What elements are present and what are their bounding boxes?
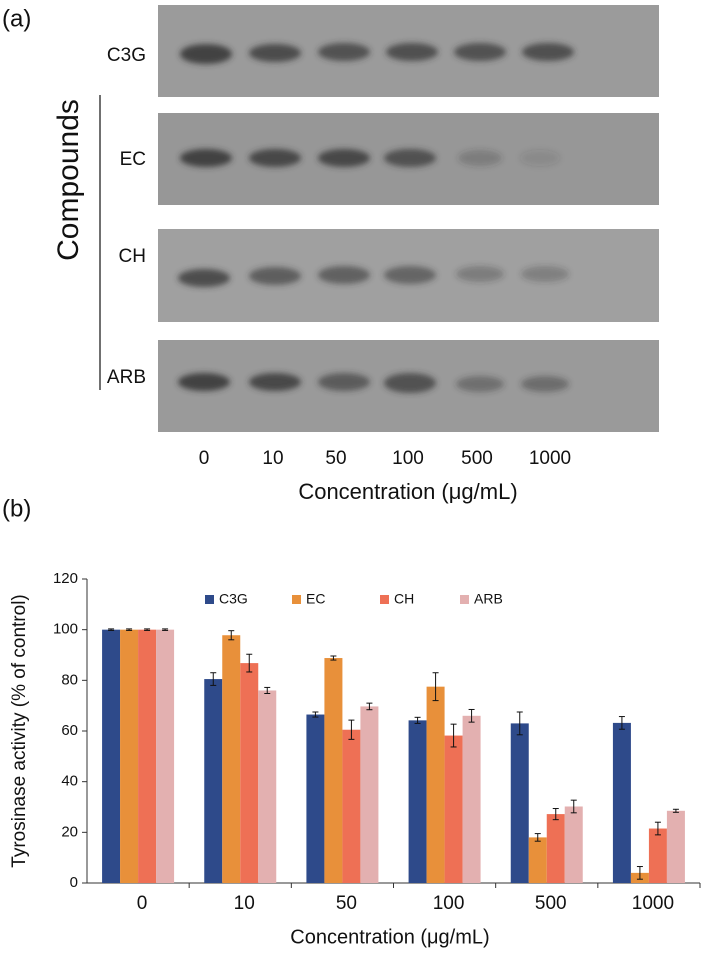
- bar: [258, 690, 277, 883]
- error-bar: [312, 711, 319, 718]
- legend-swatch: [460, 595, 469, 604]
- bar: [204, 679, 223, 883]
- y-tick-label: 20: [61, 823, 78, 840]
- error-bar: [348, 719, 355, 740]
- y-tick-label: 40: [61, 773, 78, 790]
- legend-label: CH: [394, 591, 414, 607]
- error-bar: [552, 808, 559, 821]
- gel-row-label: ARB: [107, 367, 146, 388]
- error-bar: [432, 672, 439, 702]
- y-axis-title: Tyrosinase activity (% of control): [9, 594, 30, 867]
- panel-label: (b): [2, 495, 31, 522]
- x-tick-label: 0: [137, 893, 148, 914]
- x-axis-title: Concentration (μg/mL): [290, 926, 489, 948]
- error-bar: [570, 799, 577, 814]
- x-tick-label: 500: [535, 893, 567, 914]
- error-bar: [450, 723, 457, 748]
- bar: [240, 663, 259, 883]
- gel-lane-label: 10: [262, 448, 283, 469]
- gel-panel: (a) Compounds Concentration (μg/mL) C3G E…: [2, 5, 659, 504]
- bar: [342, 729, 361, 883]
- gel-x-label: Concentration (μg/mL): [298, 479, 517, 504]
- gel-row-label: CH: [119, 246, 146, 267]
- error-bar: [126, 628, 133, 631]
- error-bar: [246, 653, 253, 673]
- x-tick-label: 100: [433, 893, 465, 914]
- gel-bands: [178, 43, 574, 393]
- error-bar: [108, 628, 115, 631]
- legend-swatch: [380, 595, 389, 604]
- gel-lane-label: 500: [461, 448, 493, 469]
- gel-lane-label: 50: [325, 448, 346, 469]
- gel-row-label: C3G: [107, 45, 146, 66]
- x-tick-label: 10: [234, 893, 255, 914]
- error-bar: [228, 630, 235, 641]
- bar: [612, 722, 631, 883]
- error-bar: [534, 833, 541, 842]
- legend-label: C3G: [219, 591, 248, 607]
- gel-lane-label: 1000: [529, 448, 571, 469]
- error-bar: [330, 655, 337, 661]
- bar: [462, 715, 481, 883]
- error-bar: [144, 628, 151, 631]
- bar: [426, 686, 445, 883]
- bar: [408, 720, 427, 883]
- error-bar: [468, 708, 475, 723]
- legend-swatch: [205, 595, 214, 604]
- panel-label: (a): [2, 5, 31, 32]
- y-tick-label: 80: [61, 671, 78, 688]
- bar: [564, 806, 583, 883]
- bar: [138, 629, 157, 883]
- bar: [306, 714, 325, 883]
- bar: [222, 635, 241, 883]
- error-bar: [210, 672, 217, 686]
- bar: [510, 723, 529, 883]
- error-bar: [162, 628, 169, 631]
- bar: [324, 658, 343, 883]
- y-tick-label: 100: [53, 621, 78, 638]
- bar: [546, 814, 565, 883]
- error-bar: [264, 686, 271, 695]
- y-tick-label: 120: [53, 570, 78, 587]
- bar: [102, 629, 121, 883]
- bar: [156, 629, 175, 883]
- x-tick-label: 1000: [632, 893, 674, 914]
- error-bar: [654, 821, 661, 836]
- gel-row-label: EC: [120, 149, 146, 170]
- error-bar: [672, 808, 679, 813]
- error-bar: [516, 711, 523, 736]
- bar: [120, 629, 139, 883]
- bar: [444, 735, 463, 883]
- bar: [666, 810, 685, 883]
- y-tick-label: 60: [61, 722, 78, 739]
- y-tick-label: 0: [70, 874, 78, 891]
- error-bar: [636, 866, 643, 880]
- x-tick-label: 50: [336, 893, 357, 914]
- bar: [528, 837, 547, 883]
- gel-lane-label: 0: [199, 448, 210, 469]
- bar: [648, 828, 667, 883]
- error-bar: [366, 702, 373, 711]
- error-bar: [414, 716, 421, 724]
- gel-axis-title: Compounds: [52, 99, 85, 261]
- bar: [360, 706, 379, 883]
- gel-lane-label: 100: [392, 448, 424, 469]
- legend-swatch: [292, 595, 301, 604]
- error-bar: [618, 716, 625, 730]
- legend-label: EC: [306, 591, 325, 607]
- legend-label: ARB: [474, 591, 503, 607]
